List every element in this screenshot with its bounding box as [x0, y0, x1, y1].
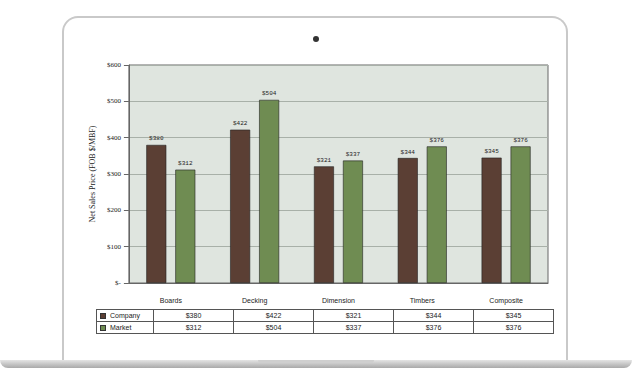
svg-text:$376: $376	[513, 137, 528, 144]
svg-text:Decking: Decking	[242, 297, 267, 305]
svg-text:Composite: Composite	[489, 297, 523, 305]
svg-text:Dimension: Dimension	[322, 297, 355, 304]
html-text:$376: $376	[505, 324, 522, 331]
svg-text:Net Sales Price (FOB $/MBF): Net Sales Price (FOB $/MBF)	[88, 125, 97, 222]
html-text:$380: $380	[185, 312, 202, 319]
html-text:$344: $344	[425, 312, 442, 319]
svg-text:$200: $200	[107, 206, 122, 214]
svg-text:$500: $500	[107, 97, 122, 105]
svg-text:$400: $400	[107, 134, 122, 142]
html-text:$312: $312	[185, 324, 202, 331]
svg-text:$-: $-	[115, 279, 122, 287]
svg-text:$600: $600	[107, 61, 122, 69]
svg-text:$100: $100	[107, 243, 122, 251]
html-text:$504: $504	[265, 324, 282, 331]
svg-text:$312: $312	[178, 160, 193, 167]
svg-text:$380: $380	[149, 135, 164, 142]
svg-text:$422: $422	[233, 120, 248, 127]
svg-text:$321: $321	[317, 157, 332, 164]
html-text:Company: Company	[110, 312, 140, 319]
html-text:Market: Market	[110, 324, 132, 331]
svg-text:$344: $344	[401, 149, 416, 156]
html-text:$376: $376	[425, 324, 442, 331]
html-text:$337: $337	[345, 324, 362, 331]
html-text:$422: $422	[265, 312, 282, 319]
html-text:$345: $345	[505, 312, 522, 319]
svg-text:$376: $376	[430, 137, 445, 144]
svg-text:Timbers: Timbers	[410, 297, 436, 304]
svg-text:$504: $504	[262, 90, 277, 97]
svg-text:$300: $300	[107, 170, 122, 178]
svg-text:Boards: Boards	[160, 297, 183, 304]
svg-text:$337: $337	[346, 151, 361, 158]
svg-text:$345: $345	[484, 148, 499, 155]
html-text:$321: $321	[345, 312, 362, 319]
